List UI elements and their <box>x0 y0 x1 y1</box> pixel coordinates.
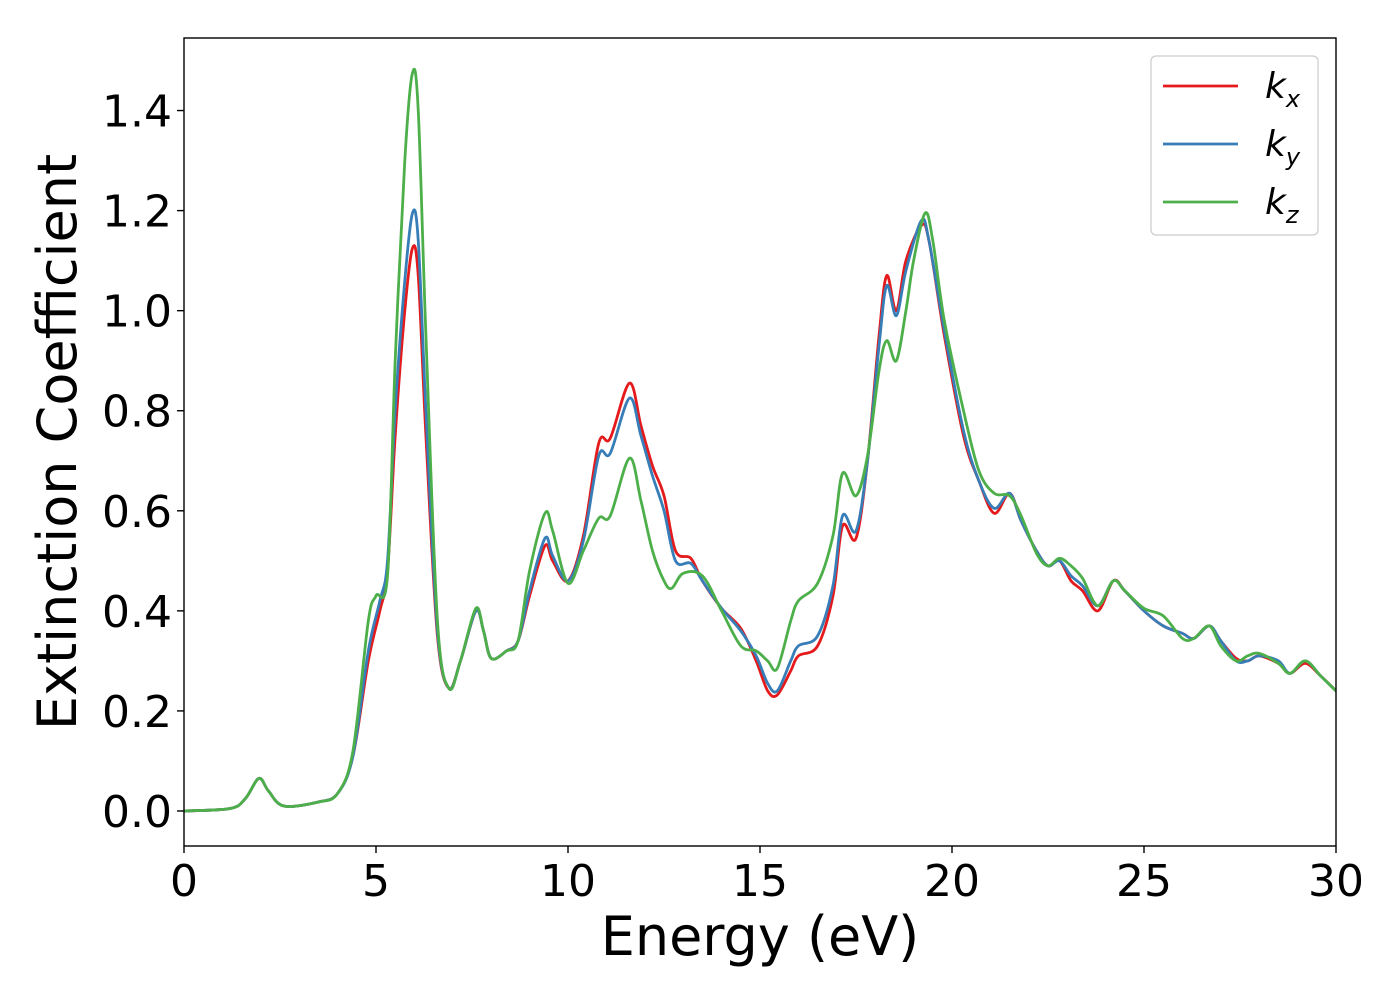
x-axis-label: Energy (eV) <box>601 905 920 968</box>
x-tick-label: 0 <box>170 856 198 907</box>
y-tick-label: 0.8 <box>102 387 172 438</box>
x-tick-label: 10 <box>540 856 596 907</box>
legend-label-subscript: y <box>1285 143 1301 171</box>
legend-label-base: k <box>1265 182 1288 223</box>
series-line-z <box>184 67 1336 813</box>
x-tick-label: 25 <box>1116 856 1172 907</box>
x-tick-label: 5 <box>362 856 390 907</box>
y-tick-label: 0.4 <box>102 587 172 638</box>
legend-label-base: k <box>1265 66 1288 107</box>
y-tick-label: 0.0 <box>102 787 172 838</box>
legend-label-z: kz <box>1265 182 1300 229</box>
legend-frame <box>1150 55 1319 236</box>
legend-label-subscript: z <box>1285 201 1300 229</box>
y-tick-label: 1.0 <box>102 287 172 338</box>
legend-label-x: kx <box>1265 66 1301 113</box>
x-tick-label: 20 <box>924 856 980 907</box>
x-tick-label: 30 <box>1308 856 1364 907</box>
y-tick-label: 1.4 <box>102 87 172 138</box>
series-layer <box>184 67 1336 813</box>
x-tick-label: 15 <box>732 856 788 907</box>
y-axis: 0.0 0.2 0.4 0.6 0.8 1.0 1.2 1.4 <box>102 87 184 838</box>
y-tick-label: 0.6 <box>102 487 172 538</box>
y-axis-label: Extinction Coefficient <box>26 154 89 730</box>
legend-label-y: ky <box>1265 124 1301 171</box>
x-axis: 0 5 10 15 20 25 30 <box>170 846 1364 907</box>
legend-label-subscript: x <box>1285 85 1301 113</box>
legend-label-base: k <box>1265 124 1288 165</box>
y-tick-label: 1.2 <box>102 187 172 238</box>
y-tick-label: 0.2 <box>102 687 172 738</box>
